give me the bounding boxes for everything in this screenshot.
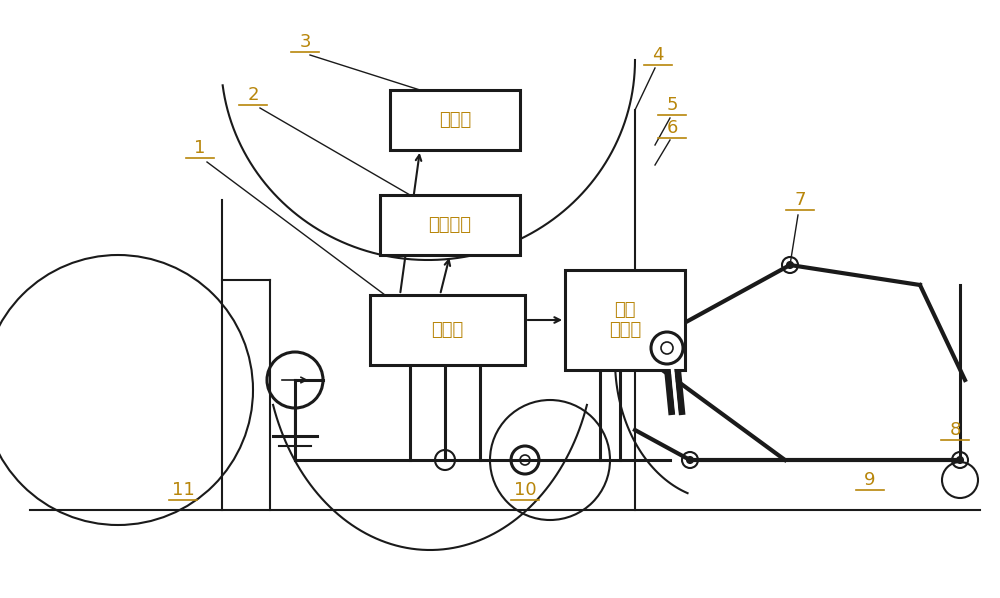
Text: 电液
比例阀: 电液 比例阀 xyxy=(609,301,641,340)
Text: 8: 8 xyxy=(949,421,961,439)
Bar xyxy=(380,195,520,255)
Circle shape xyxy=(687,457,693,463)
Bar xyxy=(565,270,685,370)
Text: 7: 7 xyxy=(794,191,806,209)
Text: 10: 10 xyxy=(514,481,536,499)
Text: 2: 2 xyxy=(247,86,259,104)
Text: 6: 6 xyxy=(666,119,678,137)
Bar xyxy=(370,295,525,365)
Text: 5: 5 xyxy=(666,96,678,114)
Text: 显示器: 显示器 xyxy=(439,111,471,129)
Circle shape xyxy=(957,457,963,463)
Circle shape xyxy=(787,262,793,268)
Text: 控制器: 控制器 xyxy=(431,321,464,339)
Text: 9: 9 xyxy=(864,471,876,489)
Text: 控制面板: 控制面板 xyxy=(428,216,472,234)
Text: 1: 1 xyxy=(194,139,206,157)
Bar xyxy=(390,90,520,150)
Text: 3: 3 xyxy=(299,33,311,51)
Text: 4: 4 xyxy=(652,46,664,64)
Text: 11: 11 xyxy=(172,481,194,499)
